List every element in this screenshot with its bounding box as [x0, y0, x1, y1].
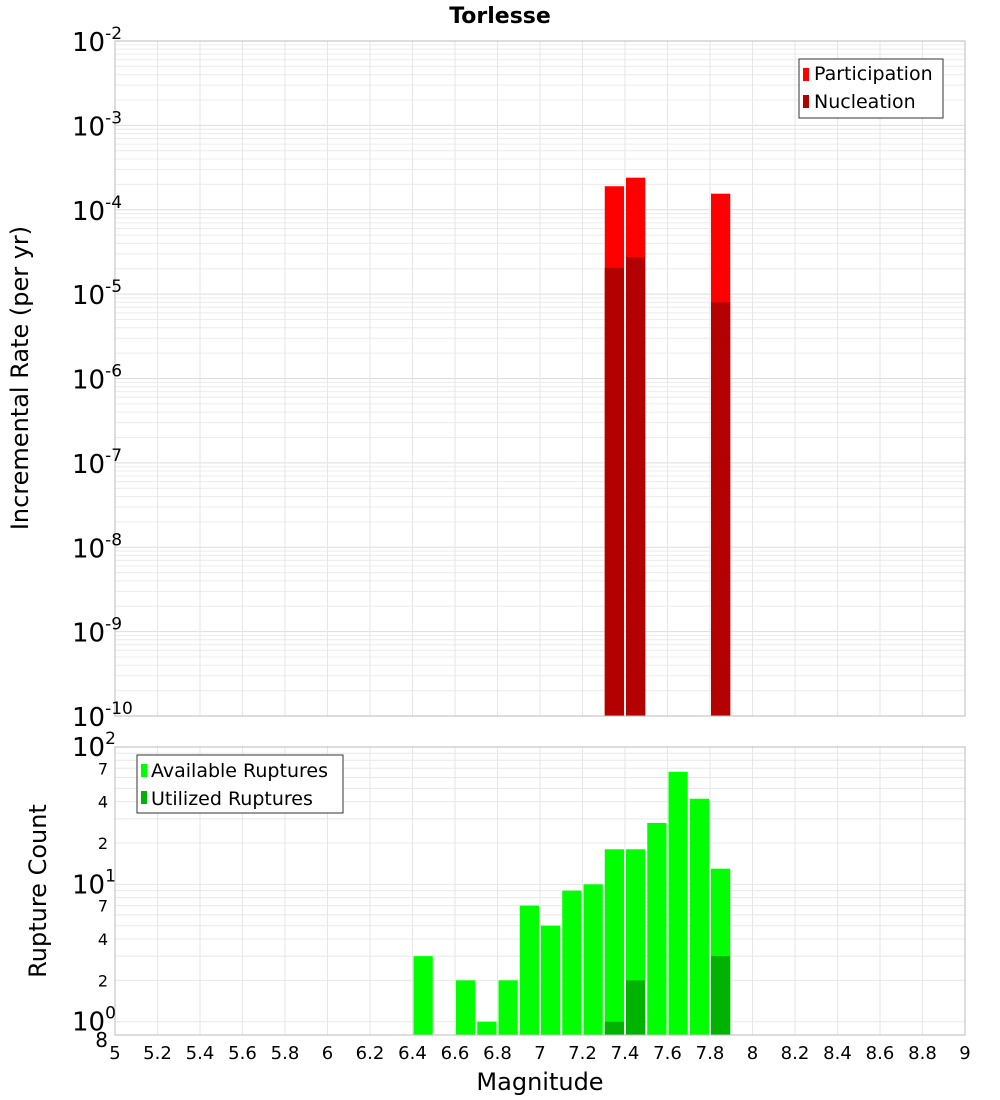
x-tick-label: 5 [109, 1043, 120, 1064]
bottom-legend: Available Ruptures Utilized Ruptures [136, 754, 344, 814]
utilized-bar [604, 1021, 624, 1035]
x-tick-label: 9 [959, 1043, 970, 1064]
y-tick-label: 101 [72, 866, 116, 900]
nucleation-bar [604, 267, 624, 716]
y-tick-label: 10-10 [72, 699, 133, 733]
y-tick-label: 10-7 [72, 446, 122, 480]
y-tick-label: 10-8 [72, 530, 122, 564]
bottom-y-axis-label: Rupture Count [24, 804, 52, 978]
y-tick-label: 4 [98, 793, 108, 812]
x-tick-label: 8 [747, 1043, 758, 1064]
top-legend-box [798, 58, 944, 119]
top-bars [604, 177, 731, 716]
y-tick-label: 10-9 [72, 615, 122, 649]
participation-legend-label: Participation [814, 63, 933, 85]
x-tick-label: 8.2 [781, 1043, 810, 1064]
available-legend-label: Available Ruptures [151, 760, 328, 782]
x-tick-label: 8.8 [908, 1043, 937, 1064]
y-tick-label: 2 [98, 834, 108, 853]
bottom-bars [413, 771, 731, 1035]
y-tick-label: 4 [98, 930, 108, 949]
x-tick-label: 7.6 [653, 1043, 682, 1064]
available-bar [647, 822, 667, 1035]
y-tick-label: 10-3 [72, 108, 122, 142]
utilized-legend-label: Utilized Ruptures [151, 788, 313, 810]
bottom-plot-frame [114, 746, 966, 1036]
available-bar [583, 884, 603, 1035]
x-tick-label: 7.8 [696, 1043, 725, 1064]
x-tick-label: 7 [534, 1043, 545, 1064]
x-tick-label: 6.6 [441, 1043, 470, 1064]
x-tick-label: 5.4 [186, 1043, 215, 1064]
x-tick-label: 6.8 [483, 1043, 512, 1064]
y-tick-label: 7 [98, 897, 108, 916]
top-y-axis-label: Incremental Rate (per yr) [6, 226, 34, 530]
y-tick-label: 10-6 [72, 362, 122, 396]
x-tick-label: 6 [322, 1043, 333, 1064]
top-grid [114, 41, 966, 717]
top-legend: Participation Nucleation [798, 58, 944, 119]
top-rate-panel: 10-2 10-3 10-4 10-5 10-6 10-7 10-8 10-9 10-10 In… [6, 24, 966, 733]
nucleation-bar [711, 302, 731, 716]
x-tick-label: 8.6 [866, 1043, 895, 1064]
y-tick-label: 8 [95, 1028, 108, 1052]
chart-title: Torlesse [449, 4, 551, 29]
x-tick-label: 6.2 [356, 1043, 385, 1064]
available-bar [413, 956, 433, 1035]
x-axis-label: Magnitude [476, 1068, 603, 1096]
participation-legend-swatch [803, 68, 809, 81]
x-tick-label: 7.2 [568, 1043, 597, 1064]
x-ticks: 5 5.2 5.4 5.6 5.8 6 6.2 6.4 6.6 6.8 7 7.2 7.4 7.6 7.8 8… [109, 1043, 970, 1064]
y-tick-label: 10-4 [72, 193, 122, 227]
nucleation-bar [626, 257, 646, 716]
available-bar [604, 849, 624, 1035]
y-tick-label: 102 [72, 729, 116, 763]
available-legend-swatch [141, 764, 147, 777]
available-bar [541, 925, 561, 1035]
nucleation-legend-swatch [803, 95, 809, 108]
available-bar [668, 771, 688, 1035]
nucleation-legend-label: Nucleation [814, 91, 916, 113]
y-tick-label: 10-2 [72, 24, 122, 58]
top-plot-frame [114, 40, 966, 717]
utilized-bar [711, 956, 731, 1035]
utilized-legend-swatch [141, 791, 147, 804]
y-tick-label: 7 [98, 759, 108, 778]
x-tick-label: 5.6 [228, 1043, 257, 1064]
x-tick-label: 5.2 [143, 1043, 172, 1064]
y-tick-label: 2 [98, 971, 108, 990]
x-tick-label: 6.4 [398, 1043, 427, 1064]
x-tick-label: 5.8 [271, 1043, 300, 1064]
utilized-bar [626, 980, 646, 1035]
available-bar [562, 890, 582, 1035]
y-tick-label: 10-5 [72, 277, 122, 311]
available-bar [477, 1021, 497, 1035]
y-tick-label: 100 [72, 1004, 116, 1038]
x-tick-label: 8.4 [823, 1043, 852, 1064]
available-bar [498, 980, 518, 1035]
top-y-ticks: 10-2 10-3 10-4 10-5 10-6 10-7 10-8 10-9 10-10 [72, 24, 133, 733]
bottom-legend-box [136, 754, 344, 814]
available-bar [456, 980, 476, 1035]
available-bar [689, 798, 709, 1035]
x-tick-label: 7.4 [611, 1043, 640, 1064]
available-bar [519, 905, 539, 1035]
